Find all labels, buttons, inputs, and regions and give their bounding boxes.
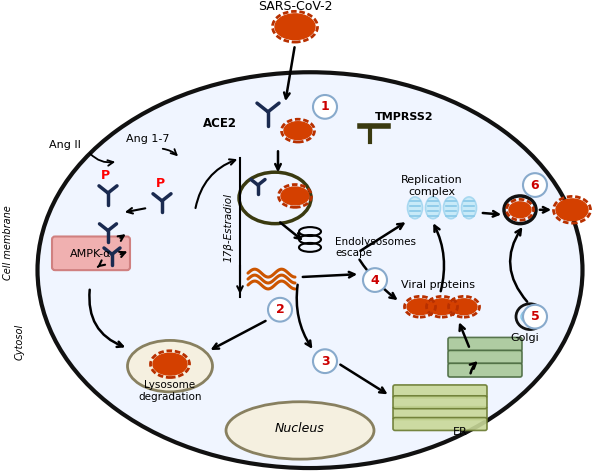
Ellipse shape — [461, 197, 476, 219]
Text: Ang 1-7: Ang 1-7 — [126, 133, 170, 143]
Text: ER: ER — [452, 428, 467, 438]
Text: 6: 6 — [530, 178, 539, 192]
Text: 2: 2 — [275, 303, 284, 316]
Text: Replication
complex: Replication complex — [401, 175, 463, 197]
Ellipse shape — [407, 197, 422, 219]
FancyBboxPatch shape — [393, 396, 487, 409]
Ellipse shape — [443, 197, 458, 219]
Ellipse shape — [275, 14, 315, 40]
Ellipse shape — [429, 299, 455, 315]
Ellipse shape — [153, 353, 187, 375]
Ellipse shape — [284, 122, 312, 140]
FancyBboxPatch shape — [393, 407, 487, 420]
Text: SARS-CoV-2: SARS-CoV-2 — [258, 0, 332, 13]
Ellipse shape — [425, 197, 440, 219]
Text: Viral proteins: Viral proteins — [401, 280, 475, 290]
Text: Ang II: Ang II — [49, 140, 81, 150]
FancyBboxPatch shape — [448, 350, 522, 364]
Ellipse shape — [281, 187, 309, 205]
Text: AMPK-α: AMPK-α — [70, 249, 112, 259]
Ellipse shape — [556, 199, 588, 221]
Text: Endolysosomes
escape: Endolysosomes escape — [335, 236, 416, 258]
Ellipse shape — [451, 299, 477, 315]
Text: 17β-Estradiol: 17β-Estradiol — [223, 193, 233, 262]
Text: Nucleus: Nucleus — [275, 422, 325, 435]
Circle shape — [363, 268, 387, 292]
Circle shape — [523, 173, 547, 197]
Text: TMPRSS2: TMPRSS2 — [375, 112, 434, 122]
Text: Golgi: Golgi — [510, 333, 539, 343]
Text: P: P — [100, 169, 110, 182]
Text: 4: 4 — [371, 273, 379, 287]
Circle shape — [523, 305, 547, 329]
Ellipse shape — [521, 310, 539, 324]
Text: Lysosome
degradation: Lysosome degradation — [138, 380, 202, 402]
FancyBboxPatch shape — [393, 418, 487, 430]
Circle shape — [268, 298, 292, 322]
Circle shape — [313, 95, 337, 119]
Text: ACE2: ACE2 — [203, 117, 237, 130]
Text: Cytosol: Cytosol — [15, 323, 25, 359]
Ellipse shape — [37, 72, 583, 468]
Text: Cell membrane: Cell membrane — [3, 205, 13, 280]
Text: P: P — [155, 176, 164, 190]
Text: 3: 3 — [320, 355, 329, 368]
Ellipse shape — [407, 299, 433, 315]
Circle shape — [313, 350, 337, 373]
FancyBboxPatch shape — [448, 363, 522, 377]
FancyBboxPatch shape — [393, 385, 487, 398]
Text: 1: 1 — [320, 100, 329, 114]
Text: 5: 5 — [530, 310, 539, 323]
Ellipse shape — [128, 341, 212, 392]
Ellipse shape — [509, 202, 531, 218]
Ellipse shape — [226, 402, 374, 459]
FancyBboxPatch shape — [52, 236, 130, 270]
FancyBboxPatch shape — [448, 337, 522, 351]
